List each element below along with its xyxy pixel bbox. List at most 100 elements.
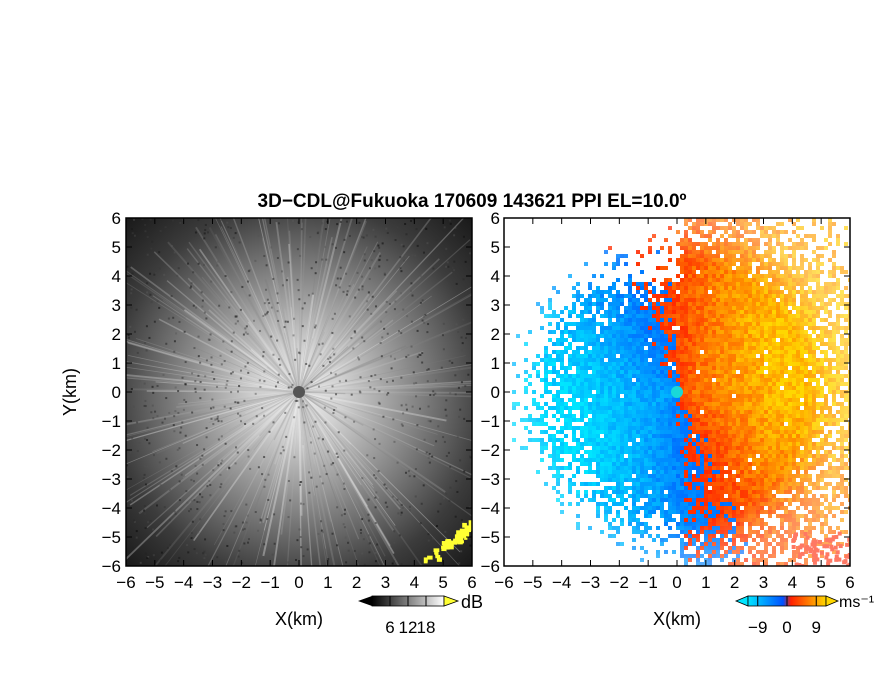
reflectivity-noise bbox=[147, 254, 149, 256]
reflectivity-noise bbox=[416, 424, 418, 426]
reflectivity-noise bbox=[392, 563, 394, 565]
reflectivity-noise bbox=[465, 261, 467, 263]
reflectivity-noise bbox=[300, 503, 302, 505]
reflectivity-noise bbox=[273, 513, 275, 515]
reflectivity-noise bbox=[224, 515, 226, 517]
reflectivity-noise bbox=[422, 320, 424, 322]
reflectivity-noise bbox=[360, 376, 362, 378]
reflectivity-noise bbox=[368, 380, 370, 382]
reflectivity-noise bbox=[191, 372, 193, 374]
reflectivity-noise bbox=[458, 387, 460, 389]
reflectivity-noise bbox=[322, 531, 324, 533]
reflectivity-noise bbox=[394, 300, 396, 302]
reflectivity-noise bbox=[401, 423, 403, 425]
reflectivity-noise bbox=[426, 242, 428, 244]
reflectivity-noise bbox=[146, 325, 148, 327]
reflectivity-noise bbox=[157, 385, 159, 387]
reflectivity-noise bbox=[284, 326, 286, 328]
reflectivity-noise bbox=[405, 356, 407, 358]
reflectivity-noise bbox=[375, 552, 377, 554]
reflectivity-noise bbox=[386, 394, 388, 396]
reflectivity-noise bbox=[218, 305, 220, 307]
reflectivity-noise bbox=[423, 316, 425, 318]
reflectivity-noise bbox=[453, 261, 455, 263]
reflectivity-noise bbox=[308, 471, 310, 473]
reflectivity-noise bbox=[331, 332, 333, 334]
reflectivity-noise bbox=[320, 520, 322, 522]
reflectivity-noise bbox=[184, 331, 186, 333]
reflectivity-noise bbox=[428, 457, 430, 459]
reflectivity-noise bbox=[183, 399, 185, 401]
reflectivity-noise bbox=[209, 484, 211, 486]
reflectivity-noise bbox=[469, 456, 471, 458]
reflectivity-noise bbox=[150, 219, 152, 221]
reflectivity-noise bbox=[156, 415, 158, 417]
reflectivity-noise bbox=[147, 427, 149, 429]
reflectivity-noise bbox=[256, 415, 258, 417]
reflectivity-noise bbox=[367, 309, 369, 311]
reflectivity-noise bbox=[145, 553, 147, 555]
reflectivity-noise bbox=[415, 468, 417, 470]
reflectivity-noise bbox=[406, 315, 408, 317]
reflectivity-noise bbox=[187, 263, 189, 265]
reflectivity-xtick-label: −1 bbox=[260, 573, 279, 592]
reflectivity-noise bbox=[293, 416, 295, 418]
reflectivity-noise bbox=[145, 527, 147, 529]
reflectivity-noise bbox=[317, 231, 319, 233]
reflectivity-noise bbox=[368, 534, 370, 536]
reflectivity-noise bbox=[220, 483, 222, 485]
reflectivity-noise bbox=[447, 261, 449, 263]
reflectivity-noise bbox=[239, 415, 241, 417]
reflectivity-noise bbox=[379, 255, 381, 257]
reflectivity-noise bbox=[363, 340, 365, 342]
strong-echo-pixel bbox=[464, 529, 468, 532]
reflectivity-noise bbox=[204, 312, 206, 314]
reflectivity-noise bbox=[137, 450, 139, 452]
reflectivity-noise bbox=[397, 512, 399, 514]
reflectivity-xtick-label: −2 bbox=[232, 573, 251, 592]
reflectivity-noise bbox=[361, 553, 363, 555]
reflectivity-noise bbox=[443, 348, 445, 350]
reflectivity-noise bbox=[204, 538, 206, 540]
reflectivity-noise bbox=[374, 267, 376, 269]
reflectivity-noise bbox=[353, 421, 355, 423]
reflectivity-noise bbox=[312, 556, 314, 558]
reflectivity-noise bbox=[384, 484, 386, 486]
reflectivity-noise bbox=[310, 477, 312, 479]
reflectivity-noise bbox=[435, 307, 437, 309]
reflectivity-noise bbox=[442, 334, 444, 336]
reflectivity-noise bbox=[144, 465, 146, 467]
reflectivity-ytick-label: 0 bbox=[112, 383, 121, 402]
reflectivity-noise bbox=[311, 381, 313, 383]
reflectivity-noise bbox=[195, 391, 197, 393]
reflectivity-noise bbox=[399, 267, 401, 269]
reflectivity-noise bbox=[410, 290, 412, 292]
reflectivity-noise bbox=[171, 470, 173, 472]
reflectivity-noise bbox=[413, 371, 415, 373]
reflectivity-noise bbox=[244, 327, 246, 329]
reflectivity-noise bbox=[343, 488, 345, 490]
reflectivity-noise bbox=[449, 466, 451, 468]
reflectivity-noise bbox=[427, 323, 429, 325]
reflectivity-noise bbox=[185, 361, 187, 363]
reflectivity-noise bbox=[205, 224, 207, 226]
reflectivity-noise bbox=[206, 436, 208, 438]
reflectivity-noise bbox=[368, 499, 370, 501]
reflectivity-noise bbox=[446, 455, 448, 457]
reflectivity-noise bbox=[428, 533, 430, 535]
reflectivity-noise bbox=[297, 248, 299, 250]
reflectivity-noise bbox=[432, 537, 434, 539]
reflectivity-noise bbox=[131, 273, 133, 275]
reflectivity-noise bbox=[188, 510, 190, 512]
reflectivity-noise bbox=[167, 547, 169, 549]
reflectivity-noise bbox=[332, 243, 334, 245]
reflectivity-noise bbox=[410, 282, 412, 284]
reflectivity-noise bbox=[308, 294, 310, 296]
reflectivity-noise bbox=[373, 474, 375, 476]
reflectivity-noise bbox=[210, 418, 212, 420]
reflectivity-noise bbox=[247, 333, 249, 335]
reflectivity-noise bbox=[314, 453, 316, 455]
reflectivity-noise bbox=[333, 409, 335, 411]
reflectivity-noise bbox=[435, 514, 437, 516]
figure-title: 3D−CDL@Fukuoka 170609 143621 PPI EL=10.0… bbox=[258, 191, 687, 212]
